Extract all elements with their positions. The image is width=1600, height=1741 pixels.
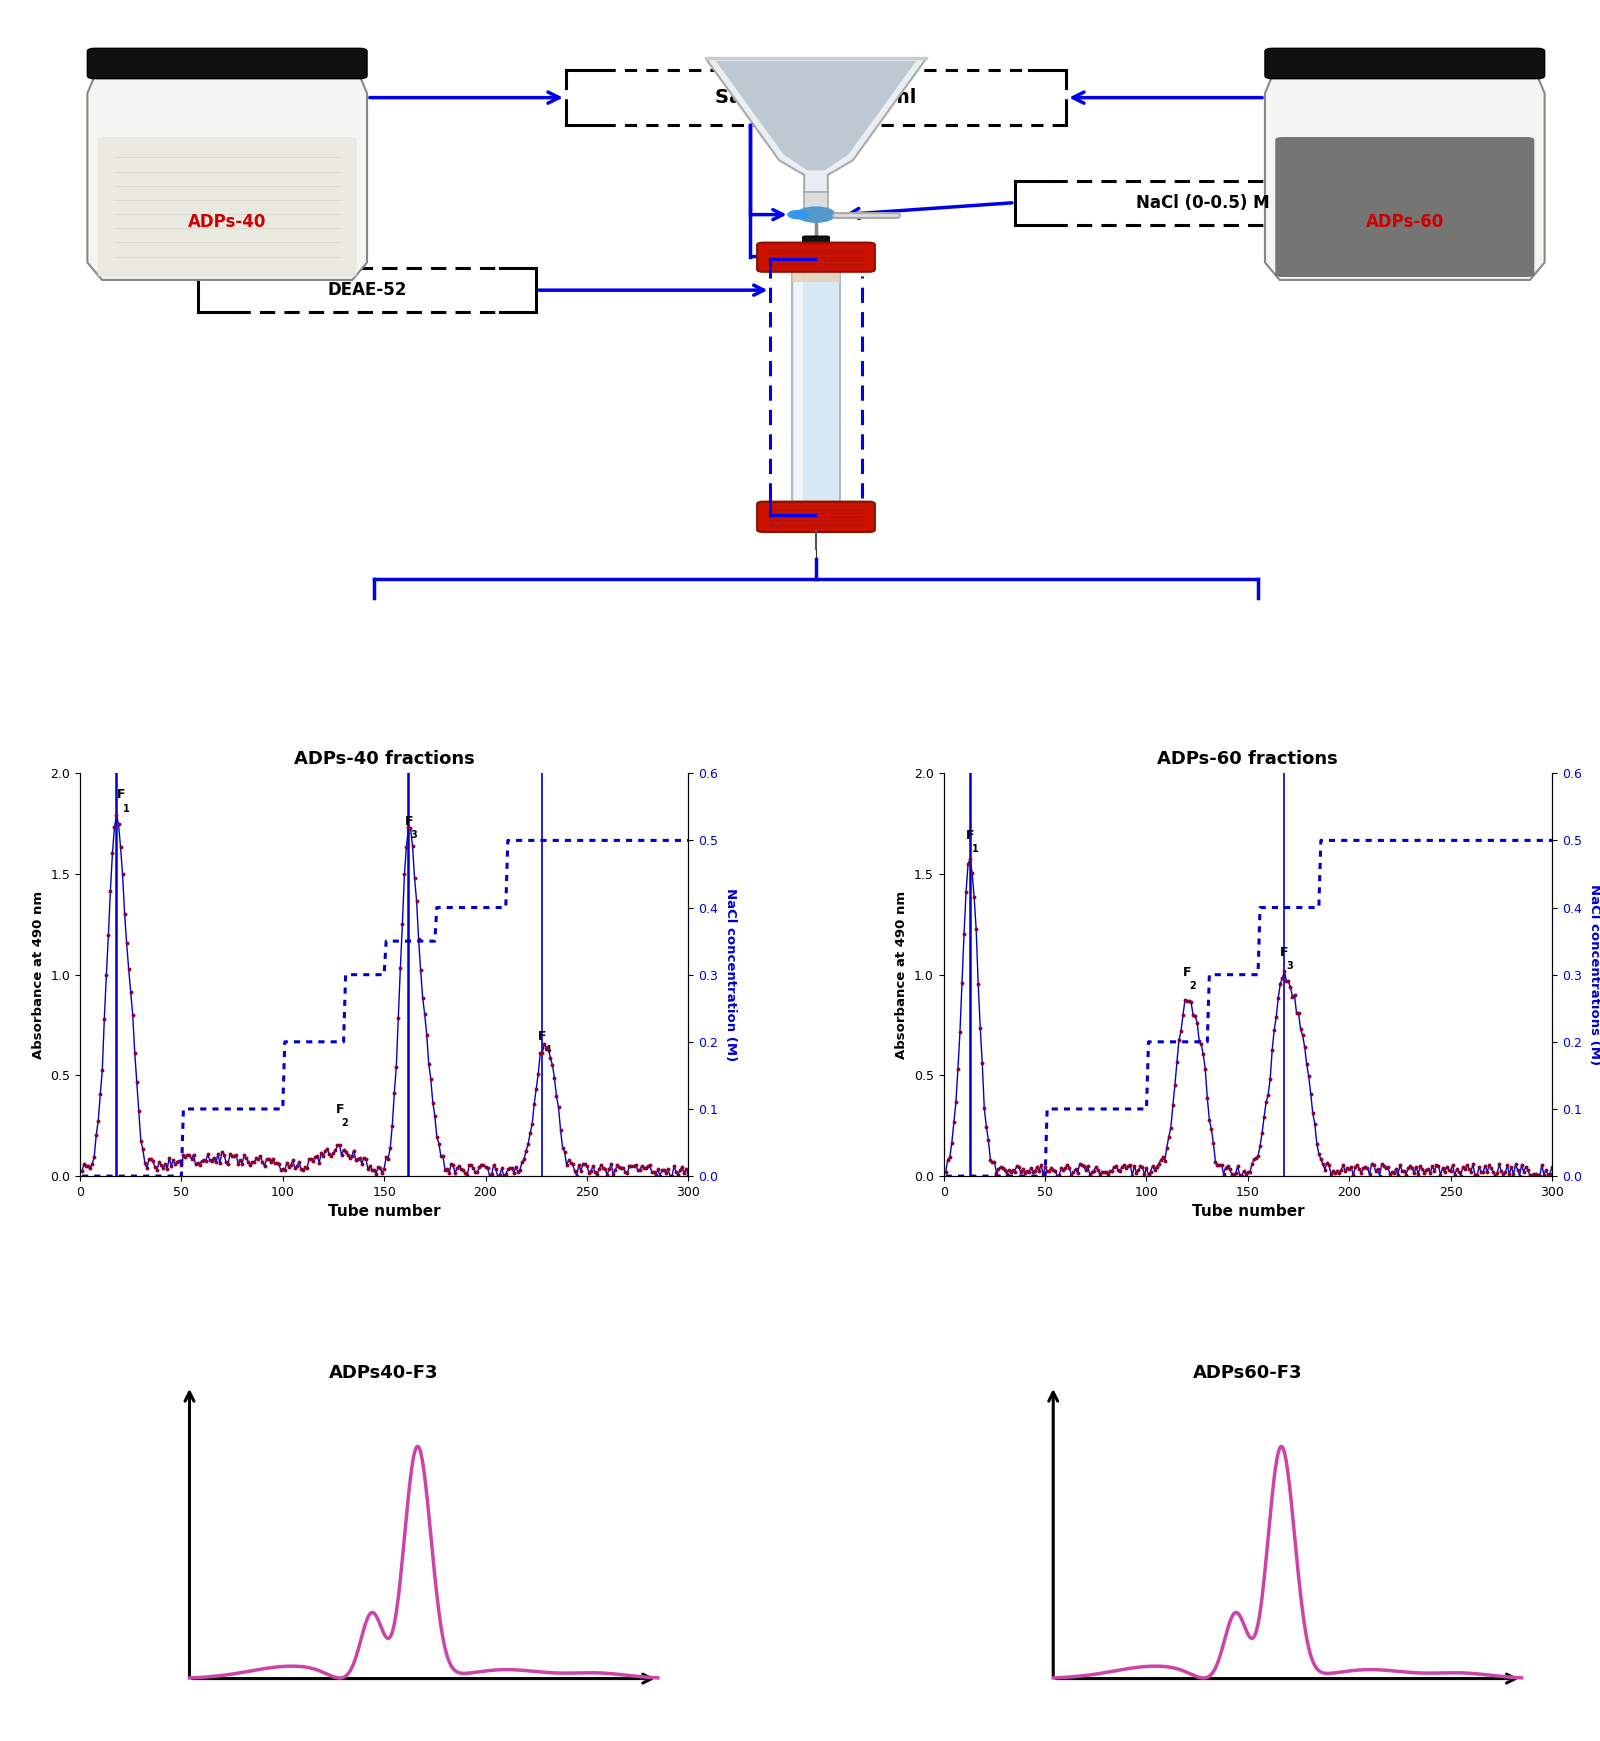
Text: 3: 3 <box>411 830 418 839</box>
Text: 2: 2 <box>341 1118 349 1128</box>
FancyBboxPatch shape <box>792 270 840 505</box>
Text: 3: 3 <box>1286 961 1293 971</box>
Text: 2: 2 <box>1189 980 1195 991</box>
Text: ADPs-60: ADPs-60 <box>1366 212 1443 230</box>
Text: F: F <box>1280 945 1290 959</box>
Text: ADPs40-F3: ADPs40-F3 <box>330 1363 438 1382</box>
Polygon shape <box>88 77 366 280</box>
FancyBboxPatch shape <box>88 49 366 78</box>
FancyBboxPatch shape <box>757 242 875 272</box>
Text: F: F <box>1182 966 1192 978</box>
Text: Samples 10 mg/ml: Samples 10 mg/ml <box>715 89 917 108</box>
Polygon shape <box>1266 77 1544 280</box>
X-axis label: Tube number: Tube number <box>328 1205 440 1219</box>
FancyBboxPatch shape <box>98 138 357 277</box>
Text: ADPs60-F3: ADPs60-F3 <box>1194 1363 1302 1382</box>
Text: 1: 1 <box>973 844 979 853</box>
Title: ADPs-60 fractions: ADPs-60 fractions <box>1157 750 1338 768</box>
Text: 4: 4 <box>544 1045 550 1055</box>
Text: F: F <box>966 829 974 841</box>
Text: 1: 1 <box>123 804 130 813</box>
Y-axis label: Absorbance at 490 nm: Absorbance at 490 nm <box>896 891 909 1059</box>
Text: F: F <box>538 1031 547 1043</box>
Text: F: F <box>405 815 413 827</box>
Text: F: F <box>336 1102 344 1116</box>
Title: ADPs-40 fractions: ADPs-40 fractions <box>294 750 475 768</box>
Y-axis label: NaCl concentration (M): NaCl concentration (M) <box>725 888 738 1062</box>
FancyBboxPatch shape <box>1266 49 1544 78</box>
X-axis label: Tube number: Tube number <box>1192 1205 1304 1219</box>
Polygon shape <box>706 57 926 193</box>
Y-axis label: NaCl concentrations (M): NaCl concentrations (M) <box>1589 884 1600 1065</box>
Polygon shape <box>715 61 917 171</box>
Text: NaCl (0-0.5) M: NaCl (0-0.5) M <box>1136 193 1269 212</box>
FancyBboxPatch shape <box>792 270 840 282</box>
Y-axis label: Absorbance at 490 nm: Absorbance at 490 nm <box>32 891 45 1059</box>
FancyBboxPatch shape <box>757 501 875 533</box>
Text: ADPs-40: ADPs-40 <box>189 212 266 230</box>
FancyBboxPatch shape <box>794 270 803 503</box>
Text: F: F <box>117 789 125 801</box>
Circle shape <box>789 211 808 219</box>
Text: DEAE-52: DEAE-52 <box>328 280 406 299</box>
FancyBboxPatch shape <box>805 193 827 216</box>
FancyBboxPatch shape <box>803 237 829 245</box>
FancyBboxPatch shape <box>1275 138 1534 277</box>
Circle shape <box>797 207 835 223</box>
